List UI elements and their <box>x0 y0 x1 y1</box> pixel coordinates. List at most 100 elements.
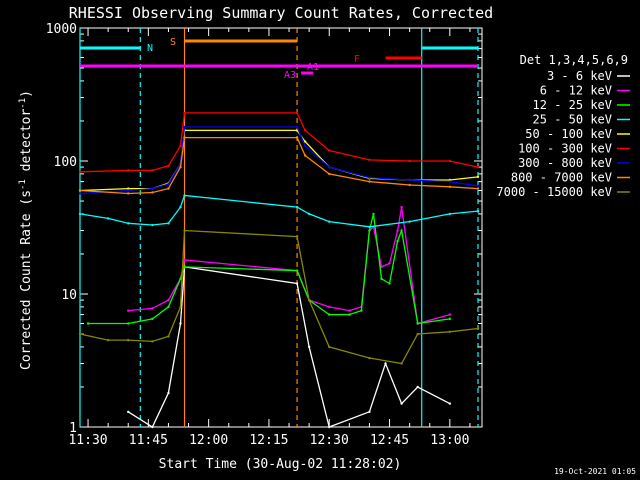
data-point <box>86 322 90 325</box>
data-point <box>78 189 82 192</box>
data-point <box>328 425 331 429</box>
series-line <box>79 194 479 228</box>
data-point <box>78 170 82 173</box>
legend-label: 800 - 7000 keV <box>511 171 612 185</box>
data-point <box>179 277 182 281</box>
data-point <box>476 175 480 179</box>
annotation-label: S <box>170 37 176 48</box>
data-point <box>78 192 82 195</box>
data-point <box>388 282 391 285</box>
data-point <box>380 277 383 281</box>
data-point <box>408 220 411 223</box>
data-point <box>372 212 375 216</box>
data-point <box>416 385 419 389</box>
legend-label: 25 - 50 keV <box>533 113 612 127</box>
data-point <box>295 282 299 285</box>
x-tick-label: 12:15 <box>249 433 288 448</box>
data-point <box>384 362 387 365</box>
data-point <box>127 189 130 192</box>
data-point <box>328 149 331 152</box>
data-point <box>167 391 170 395</box>
data-point <box>295 136 299 139</box>
data-point <box>151 317 154 321</box>
data-point <box>348 313 351 316</box>
data-point <box>328 305 331 309</box>
data-point <box>348 309 351 312</box>
data-point <box>360 309 363 312</box>
annotation-label: A3 <box>284 70 296 81</box>
data-point <box>151 340 154 343</box>
data-point <box>151 223 154 227</box>
data-point <box>368 356 371 360</box>
data-point <box>167 335 170 338</box>
data-point <box>127 410 130 414</box>
data-point <box>303 144 307 148</box>
data-point <box>183 136 186 139</box>
data-point <box>400 362 403 365</box>
data-point <box>127 222 130 225</box>
data-point <box>167 298 170 302</box>
annotations: N S A1 A3 F <box>147 37 360 81</box>
data-point <box>179 165 182 169</box>
x-tick-label: 11:45 <box>129 433 168 448</box>
legend-title: Det 1,3,4,5,6,9 <box>520 53 628 67</box>
data-point <box>408 183 411 187</box>
data-point <box>127 187 130 190</box>
axis-ticks <box>80 28 482 428</box>
data-point <box>416 332 419 336</box>
data-point <box>380 265 383 269</box>
y-axis-label-main: Corrected Count Rate (s <box>19 190 34 370</box>
data-point <box>396 239 399 243</box>
y-tick-label: 1000 <box>46 22 77 37</box>
data-point <box>151 191 154 194</box>
data-point <box>307 298 311 302</box>
data-point <box>476 184 480 188</box>
data-point <box>127 322 130 325</box>
data-point <box>295 111 299 115</box>
data-point <box>78 212 82 216</box>
data-point <box>179 305 182 309</box>
data-point <box>368 225 371 229</box>
data-point <box>127 309 130 312</box>
legend-label: 100 - 300 keV <box>518 142 612 156</box>
series-line <box>128 206 450 325</box>
x-tick-label: 13:00 <box>430 433 469 448</box>
data-point <box>167 187 170 190</box>
data-point <box>183 125 186 129</box>
data-point <box>127 192 130 195</box>
data-point <box>167 182 170 186</box>
series-lines <box>78 111 480 429</box>
data-point <box>388 262 391 265</box>
legend-label: 6 - 12 keV <box>540 84 612 98</box>
data-point <box>448 317 452 321</box>
y-axis-label-end: ) <box>19 90 34 98</box>
x-tick-labels: 11:30 11:45 12:00 12:15 12:30 12:45 13:00 <box>68 433 469 448</box>
data-point <box>396 229 399 232</box>
data-point <box>183 265 186 269</box>
y-tick-label: 10 <box>61 288 77 303</box>
data-point <box>78 332 82 336</box>
x-axis-label: Start Time (30-Aug-02 11:28:02) <box>159 457 402 472</box>
data-point <box>151 169 154 172</box>
data-point <box>303 140 307 143</box>
timestamp: 19-Oct-2021 01:05 <box>554 467 636 476</box>
flag-bars <box>80 39 478 75</box>
data-point <box>307 212 311 216</box>
data-point <box>448 402 452 405</box>
annotation-label: A1 <box>307 62 319 73</box>
data-point <box>303 129 307 132</box>
data-point <box>167 305 170 309</box>
data-point <box>303 154 307 157</box>
x-tick-label: 11:30 <box>68 433 107 448</box>
data-point <box>476 165 480 169</box>
y-axis-label: Corrected Count Rate (s-1 detector-1) <box>18 90 34 370</box>
data-point <box>151 307 154 310</box>
data-point <box>476 209 480 213</box>
data-point <box>328 220 331 223</box>
data-point <box>179 322 182 325</box>
data-point <box>106 338 110 342</box>
data-point <box>179 144 182 148</box>
data-point <box>183 194 186 197</box>
data-point <box>400 229 403 232</box>
